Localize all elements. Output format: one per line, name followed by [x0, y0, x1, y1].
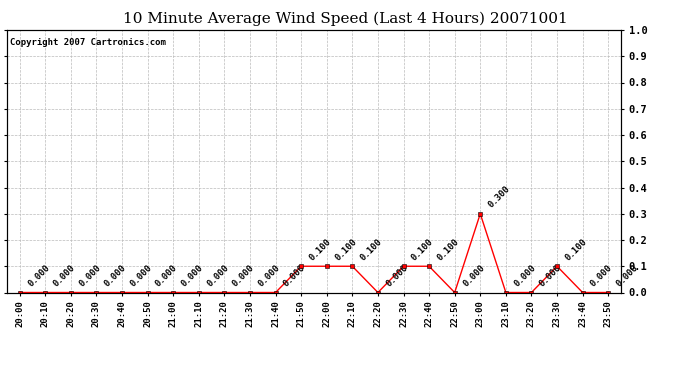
Text: 0.000: 0.000 — [26, 263, 52, 289]
Text: 0.000: 0.000 — [154, 263, 179, 289]
Text: 0.100: 0.100 — [435, 237, 461, 262]
Text: 0.000: 0.000 — [282, 263, 307, 289]
Text: 0.000: 0.000 — [589, 263, 614, 289]
Text: 0.000: 0.000 — [512, 263, 538, 289]
Text: 0.100: 0.100 — [410, 237, 435, 262]
Text: 0.000: 0.000 — [384, 263, 410, 289]
Text: 0.000: 0.000 — [461, 263, 486, 289]
Text: 0.100: 0.100 — [333, 237, 359, 262]
Text: 0.000: 0.000 — [179, 263, 205, 289]
Text: 0.000: 0.000 — [538, 263, 563, 289]
Text: 0.000: 0.000 — [77, 263, 103, 289]
Text: 0.000: 0.000 — [128, 263, 154, 289]
Text: 0.000: 0.000 — [205, 263, 230, 289]
Text: 0.000: 0.000 — [52, 263, 77, 289]
Text: Copyright 2007 Cartronics.com: Copyright 2007 Cartronics.com — [10, 38, 166, 47]
Text: 0.100: 0.100 — [308, 237, 333, 262]
Text: 0.000: 0.000 — [230, 263, 256, 289]
Text: 0.100: 0.100 — [359, 237, 384, 262]
Text: 0.300: 0.300 — [486, 184, 512, 210]
Text: 0.000: 0.000 — [103, 263, 128, 289]
Text: 0.000: 0.000 — [615, 263, 640, 289]
Text: 10 Minute Average Wind Speed (Last 4 Hours) 20071001: 10 Minute Average Wind Speed (Last 4 Hou… — [123, 11, 567, 26]
Text: 0.100: 0.100 — [564, 237, 589, 262]
Text: 0.000: 0.000 — [257, 263, 282, 289]
